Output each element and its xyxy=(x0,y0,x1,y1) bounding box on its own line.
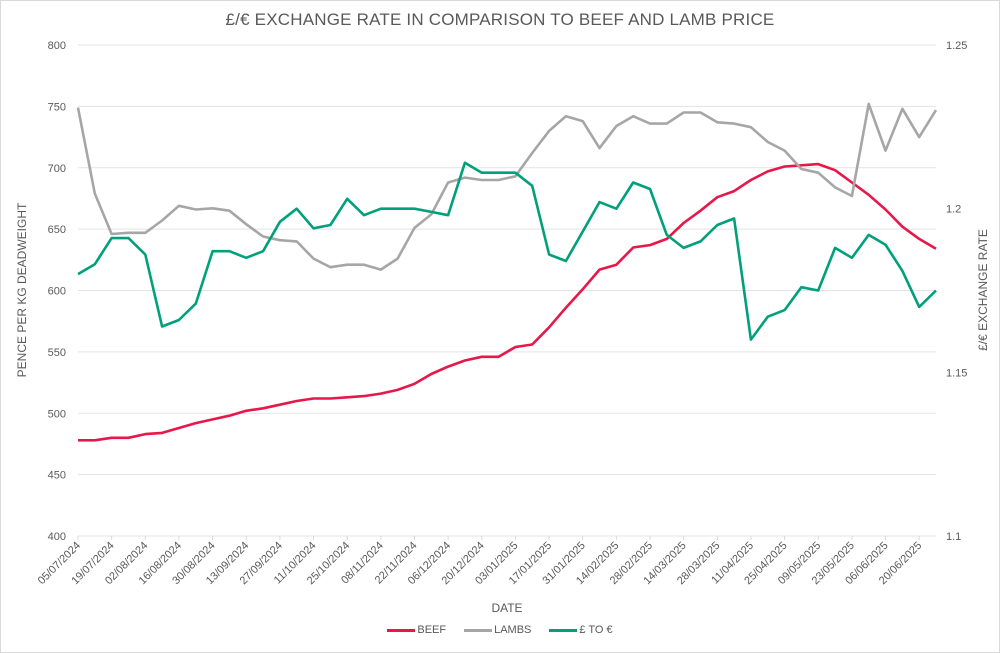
y-tick-label: 500 xyxy=(48,408,66,420)
legend-label-lambs: LAMBS xyxy=(494,624,532,636)
gridlines xyxy=(78,44,936,537)
series-line-lambs xyxy=(76,102,938,271)
x-axis-ticks: 05/07/202419/07/202402/08/202416/08/2024… xyxy=(36,536,924,587)
x-axis-title: DATE xyxy=(491,601,522,615)
y2-tick-label: 1.2 xyxy=(946,204,961,216)
y2-axis-title: £/€ EXCHANGE RATE xyxy=(976,229,990,351)
y-tick-label: 750 xyxy=(48,101,66,113)
y2-axis-ticks: 1.1 1.15 1.2 1.25 xyxy=(946,40,967,543)
chart-title: £/€ EXCHANGE RATE IN COMPARISON TO BEEF … xyxy=(225,10,775,29)
y-tick-label: 700 xyxy=(48,163,66,175)
y2-tick-label: 1.15 xyxy=(946,367,967,379)
series-lines xyxy=(76,102,938,442)
y-tick-label: 600 xyxy=(48,286,66,298)
legend: BEEF LAMBS £ TO € xyxy=(0,624,1000,636)
y2-tick-label: 1.1 xyxy=(946,531,961,543)
y-tick-label: 800 xyxy=(48,40,66,52)
y-tick-label: 550 xyxy=(48,347,66,359)
y-axis-ticks: 400 450 500 550 600 650 700 750 800 xyxy=(48,40,66,543)
legend-swatch-gbp-eur xyxy=(549,628,578,632)
y-tick-label: 400 xyxy=(48,531,66,543)
series-line-to xyxy=(77,161,937,341)
legend-label-gbp-eur: £ TO € xyxy=(579,624,613,636)
legend-label-beef: BEEF xyxy=(417,624,447,636)
legend-item-gbp-eur: £ TO € xyxy=(549,624,613,636)
legend-item-lambs: LAMBS xyxy=(464,624,531,636)
series-line-beef xyxy=(78,162,937,442)
y-tick-label: 450 xyxy=(48,470,66,482)
legend-swatch-lambs xyxy=(464,628,493,632)
legend-swatch-beef xyxy=(387,628,416,632)
y-axis-title: PENCE PER KG DEADWEIGHT xyxy=(15,202,29,377)
y2-tick-label: 1.25 xyxy=(946,40,967,52)
legend-item-beef: BEEF xyxy=(387,624,446,636)
y-tick-label: 650 xyxy=(48,224,66,236)
